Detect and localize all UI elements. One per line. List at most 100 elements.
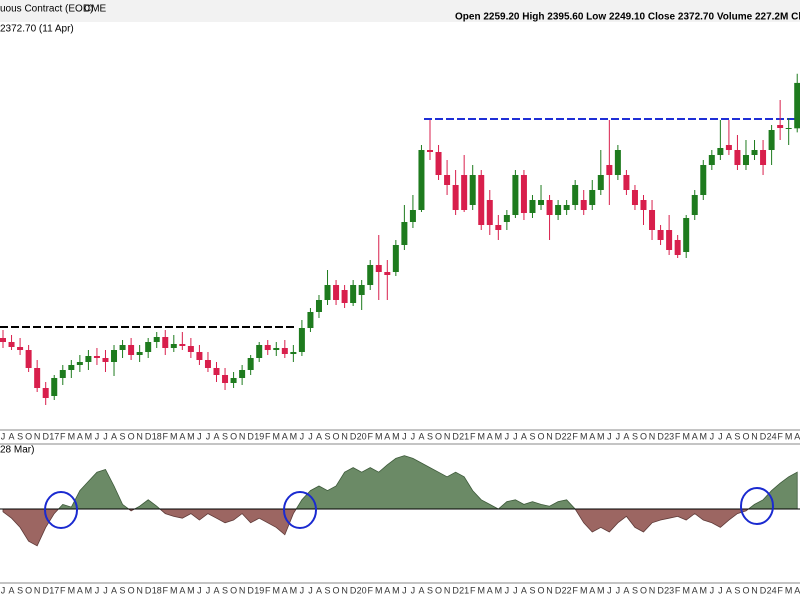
- candle-body: [409, 210, 416, 222]
- x-tick-label: D: [247, 585, 254, 595]
- x-tick-label: A: [692, 431, 698, 441]
- candle-body: [230, 378, 237, 383]
- x-tick-label: M: [85, 585, 93, 595]
- candle-body: [179, 344, 186, 346]
- x-tick-label: D: [247, 431, 254, 441]
- candle-body: [794, 82, 800, 129]
- x-tick-label: O: [333, 585, 340, 595]
- candle-body: [59, 370, 66, 378]
- x-tick-label: D: [452, 585, 459, 595]
- candle-body: [717, 148, 724, 155]
- candle-body: [768, 130, 775, 150]
- x-tick-label: A: [726, 585, 732, 595]
- x-tick-label: M: [273, 585, 281, 595]
- x-tick-label: J: [607, 431, 612, 441]
- x-tick-label: F: [572, 585, 578, 595]
- candle-body: [145, 342, 152, 352]
- x-tick-label: D: [452, 431, 459, 441]
- x-tick-label: S: [632, 585, 638, 595]
- x-tick-label: J: [308, 585, 313, 595]
- x-tick-label: 17: [49, 431, 59, 441]
- x-tick-label: N: [341, 431, 348, 441]
- ohlc-summary: Open 2259.20 High 2395.60 Low 2249.10 Cl…: [455, 12, 800, 23]
- x-tick-label: O: [128, 431, 135, 441]
- x-tick-label: 23: [664, 585, 674, 595]
- candle-body: [640, 200, 647, 210]
- x-tick-label: S: [222, 585, 228, 595]
- x-tick-label: A: [316, 431, 322, 441]
- x-tick-label: J: [505, 585, 510, 595]
- candle-body: [136, 352, 143, 355]
- x-tick-label: O: [435, 431, 442, 441]
- x-tick-label: J: [206, 431, 211, 441]
- candle-body: [666, 230, 673, 250]
- exchange: CME: [84, 4, 107, 15]
- x-tick-label: N: [649, 431, 656, 441]
- candle-body: [290, 352, 297, 354]
- x-tick-label: J: [411, 431, 416, 441]
- x-tick-label: O: [640, 585, 647, 595]
- x-tick-label: M: [375, 431, 383, 441]
- x-tick-label: J: [206, 585, 211, 595]
- x-tick-label: F: [777, 431, 783, 441]
- candle-body: [546, 200, 553, 215]
- x-tick-label: M: [785, 431, 793, 441]
- candle-body: [623, 175, 630, 190]
- candle-body: [196, 352, 203, 360]
- candle-body: [239, 370, 246, 378]
- candle-body: [649, 210, 656, 230]
- candle-body: [350, 285, 357, 303]
- candle-body: [734, 150, 741, 165]
- x-tick-label: A: [282, 585, 288, 595]
- x-tick-label: J: [513, 431, 518, 441]
- x-tick-label: D: [657, 585, 664, 595]
- x-tick-label: S: [427, 585, 433, 595]
- x-tick-label: J: [616, 585, 621, 595]
- x-tick-label: J: [616, 431, 621, 441]
- x-tick-label: D: [555, 585, 562, 595]
- x-tick-label: M: [580, 585, 588, 595]
- x-tick-label: J: [505, 431, 510, 441]
- x-tick-label: D: [145, 431, 152, 441]
- candle-body: [8, 342, 15, 347]
- x-tick-label: S: [17, 431, 23, 441]
- x-tick-label: A: [77, 431, 83, 441]
- x-tick-label: J: [103, 431, 108, 441]
- x-tick-label: M: [187, 585, 195, 595]
- x-tick-label: M: [290, 585, 298, 595]
- x-tick-label: J: [197, 431, 202, 441]
- candle-body: [461, 175, 468, 210]
- x-tick-label: S: [529, 585, 535, 595]
- candle-body: [298, 328, 305, 352]
- x-tick-label: J: [300, 431, 305, 441]
- x-tick-label: N: [546, 585, 553, 595]
- candle-body: [674, 240, 681, 255]
- candle-body: [555, 205, 562, 215]
- candle-body: [76, 362, 83, 365]
- candle-body: [119, 345, 126, 350]
- candle-body: [153, 337, 160, 342]
- x-tick-label: A: [111, 585, 117, 595]
- x-tick-label: O: [128, 585, 135, 595]
- candle-body: [341, 290, 348, 303]
- candle-body: [187, 346, 194, 352]
- candle-body: [657, 230, 664, 240]
- x-tick-label: J: [607, 585, 612, 595]
- x-tick-label: O: [742, 431, 749, 441]
- x-tick-label: S: [120, 585, 126, 595]
- candle-body: [367, 265, 374, 285]
- candle-body: [247, 358, 254, 370]
- candle-body: [631, 190, 638, 205]
- candle-body: [614, 150, 621, 175]
- x-tick-label: M: [682, 585, 690, 595]
- candle-body: [93, 356, 100, 358]
- x-tick-label: N: [136, 431, 143, 441]
- x-tick-label: A: [589, 431, 595, 441]
- x-tick-label: A: [692, 585, 698, 595]
- x-tick-label: O: [25, 585, 32, 595]
- x-tick-label: J: [95, 585, 100, 595]
- x-tick-label: A: [794, 431, 800, 441]
- x-tick-label: F: [367, 585, 373, 595]
- candle-body: [452, 185, 459, 210]
